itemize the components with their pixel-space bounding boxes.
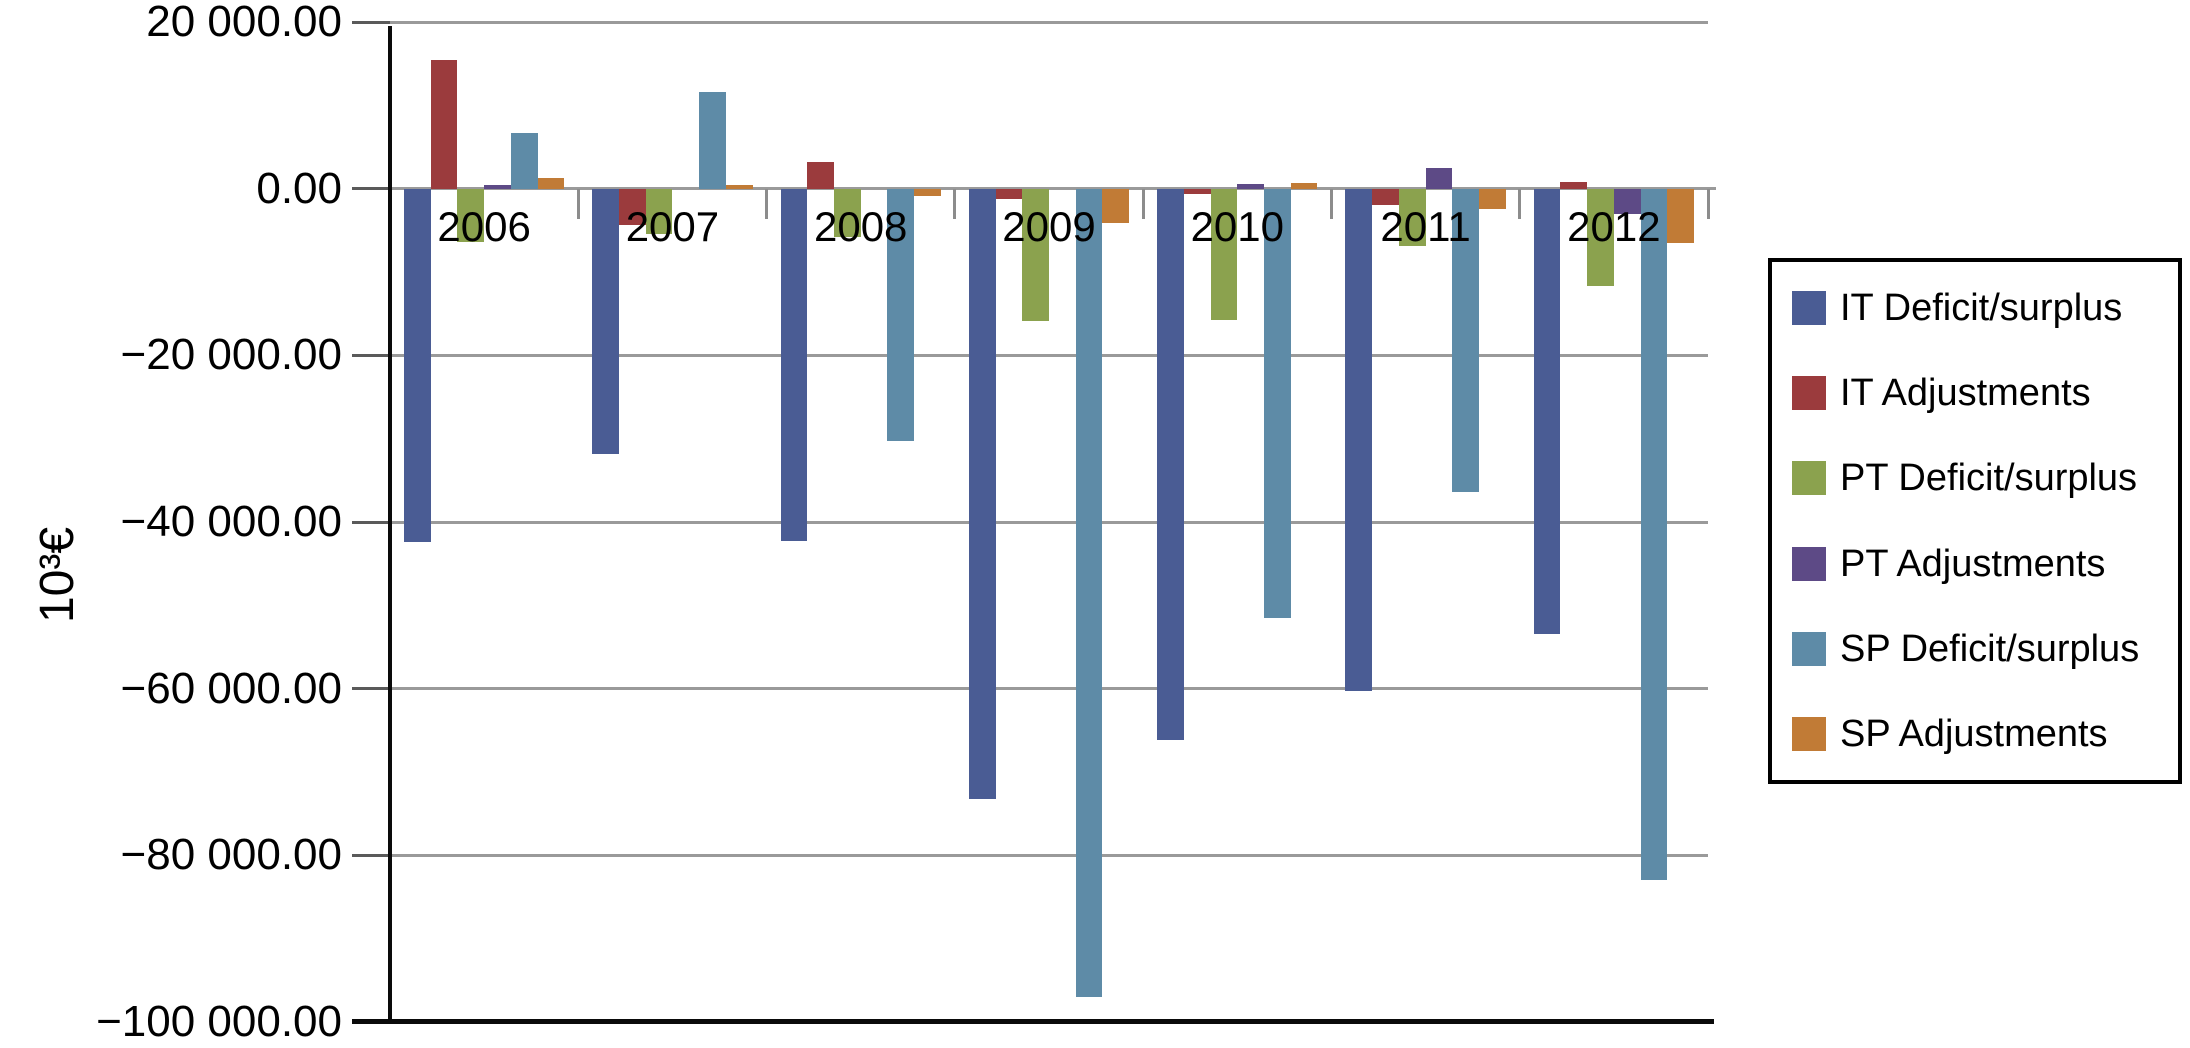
bar-2012-sp-deficit-surplus — [1640, 188, 1668, 881]
bar-2007-it-adjustments — [619, 188, 646, 226]
bar-2011-it-adjustments — [1372, 188, 1399, 206]
bar-2006-it-deficit-surplus — [404, 188, 431, 542]
legend-swatch-it-adjustments — [1792, 376, 1826, 411]
bar-2012-it-adjustments — [1560, 182, 1588, 189]
x-axis-tick — [1518, 188, 1522, 219]
bar-2010-pt-adjustments — [1237, 183, 1264, 189]
bar-2010-it-adjustments — [1183, 188, 1211, 195]
bar-2010-it-deficit-surplus — [1157, 188, 1184, 741]
bar-2012-pt-adjustments — [1613, 188, 1641, 214]
y-axis-tick — [352, 853, 390, 857]
bar-2010-pt-deficit-surplus — [1210, 188, 1238, 321]
x-category-label: 2008 — [813, 202, 908, 250]
bar-2008-it-adjustments — [807, 162, 834, 189]
bar-2011-sp-deficit-surplus — [1452, 188, 1479, 492]
y-axis-tick-label: −60 000.00 — [120, 663, 342, 713]
y-axis-tick-label: 20 000.00 — [146, 0, 342, 46]
x-category-label: 2006 — [437, 202, 531, 250]
gridline — [390, 853, 1708, 857]
y-axis-tick — [352, 687, 390, 691]
legend-label: SP Adjustments — [1840, 712, 2108, 755]
x-category-label: 2009 — [1002, 202, 1096, 250]
legend-label: IT Adjustments — [1840, 372, 2091, 415]
legend-label: PT Adjustments — [1840, 542, 2106, 585]
y-axis-tick-label: −80 000.00 — [120, 830, 342, 880]
bar-2011-pt-deficit-surplus — [1398, 188, 1426, 247]
y-axis-tick-label: −20 000.00 — [120, 330, 342, 380]
legend-swatch-it-deficit-surplus — [1792, 291, 1826, 325]
y-axis-tick-label: 0.00 — [256, 163, 342, 213]
gridline — [390, 520, 1708, 524]
bar-2006-pt-adjustments — [484, 184, 511, 189]
gridline — [390, 687, 1708, 691]
bar-2009-it-deficit-surplus — [968, 188, 996, 799]
bar-2008-sp-adjustments — [914, 188, 941, 197]
bar-2007-pt-deficit-surplus — [645, 188, 673, 235]
legend-swatch-pt-adjustments — [1792, 546, 1826, 581]
y-axis-tick-label: −100 000.00 — [96, 997, 342, 1046]
bar-2012-pt-deficit-surplus — [1587, 188, 1614, 287]
bar-2010-sp-adjustments — [1290, 182, 1318, 189]
bar-2009-it-adjustments — [995, 188, 1023, 199]
plot-area: 2006 2007 2008 2009 2010 2011 2012 — [390, 20, 1716, 1022]
x-axis-tick — [765, 188, 769, 219]
x-axis-tick — [953, 188, 957, 219]
x-axis-tick — [1329, 188, 1333, 219]
y-axis-tick — [352, 353, 390, 357]
legend-swatch-sp-deficit-surplus — [1792, 631, 1826, 666]
bar-2006-it-adjustments — [430, 59, 458, 189]
bar-2011-it-deficit-surplus — [1345, 188, 1373, 692]
y-axis-tick-label: −40 000.00 — [120, 497, 342, 546]
bar-2006-pt-deficit-surplus — [457, 188, 485, 242]
x-category-label: 2010 — [1190, 202, 1284, 250]
bar-2010-sp-deficit-surplus — [1263, 188, 1291, 618]
x-category-label: 2011 — [1380, 202, 1471, 250]
bar-2007-sp-adjustments — [725, 184, 753, 189]
bar-2011-sp-adjustments — [1478, 188, 1506, 210]
bar-2008-it-deficit-surplus — [780, 188, 808, 542]
legend-label: PT Deficit/surplus — [1840, 457, 2138, 500]
bar-2007-it-deficit-surplus — [592, 188, 620, 455]
y-axis-line — [388, 26, 392, 1024]
bar-2009-pt-deficit-surplus — [1022, 188, 1049, 322]
legend-item: SP Adjustments — [1792, 714, 2168, 754]
bar-2011-pt-adjustments — [1425, 167, 1453, 189]
y-axis-tick — [352, 20, 390, 24]
bar-2006-sp-deficit-surplus — [510, 132, 538, 189]
legend-item: IT Deficit/surplus — [1792, 288, 2168, 328]
x-axis-tick — [1706, 188, 1710, 219]
legend-item: PT Deficit/surplus — [1792, 458, 2168, 498]
bar-2012-it-deficit-surplus — [1533, 188, 1561, 634]
x-category-label: 2012 — [1567, 202, 1661, 250]
legend-label: SP Deficit/surplus — [1840, 627, 2140, 670]
gridline — [390, 20, 1708, 24]
x-axis-bottom-line — [352, 1019, 1714, 1024]
legend-item: PT Adjustments — [1792, 544, 2168, 584]
y-axis-tick — [352, 520, 390, 524]
gridline — [390, 187, 1716, 191]
legend-item: IT Adjustments — [1792, 373, 2168, 413]
bar-2008-sp-deficit-surplus — [887, 188, 915, 442]
x-category-label: 2007 — [625, 202, 720, 250]
legend-label: IT Deficit/surplus — [1840, 287, 2123, 329]
y-axis-tick — [352, 187, 390, 191]
legend: IT Deficit/surplus IT Adjustments PT Defic… — [1768, 258, 2182, 784]
bar-2007-sp-deficit-surplus — [699, 92, 726, 189]
x-axis-tick — [576, 188, 580, 219]
bar-2009-sp-adjustments — [1102, 188, 1130, 223]
x-axis-tick — [1141, 188, 1145, 219]
legend-swatch-sp-adjustments — [1792, 716, 1826, 751]
bar-2006-sp-adjustments — [537, 177, 565, 189]
bar-2008-pt-deficit-surplus — [834, 188, 861, 237]
gridline — [390, 353, 1708, 357]
legend-swatch-pt-deficit-surplus — [1792, 461, 1826, 496]
bar-2009-sp-deficit-surplus — [1075, 188, 1103, 997]
legend-item: SP Deficit/surplus — [1792, 629, 2168, 669]
bar-2012-sp-adjustments — [1667, 188, 1694, 243]
